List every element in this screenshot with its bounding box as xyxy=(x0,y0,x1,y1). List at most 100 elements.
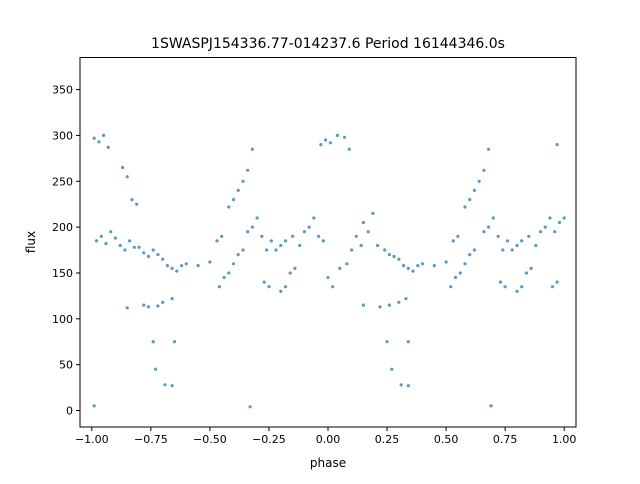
data-point xyxy=(520,285,524,289)
data-point xyxy=(184,262,188,266)
data-point xyxy=(527,234,531,238)
data-point xyxy=(222,275,226,280)
data-point xyxy=(217,285,221,289)
data-point xyxy=(120,165,125,170)
data-point xyxy=(175,269,179,273)
data-point xyxy=(118,243,122,248)
data-point xyxy=(345,262,349,266)
x-tick-label: −0.75 xyxy=(134,433,168,446)
data-point xyxy=(557,220,562,225)
data-point xyxy=(321,239,325,243)
data-point xyxy=(317,234,321,238)
data-point xyxy=(298,243,302,248)
data-point xyxy=(371,211,375,215)
data-point xyxy=(505,239,510,243)
data-point xyxy=(106,145,110,149)
data-point xyxy=(123,248,127,252)
data-point xyxy=(385,340,389,344)
y-tick-label: 200 xyxy=(52,221,73,234)
data-point xyxy=(163,383,167,387)
data-point xyxy=(227,271,231,275)
data-point xyxy=(151,340,155,344)
data-point xyxy=(491,216,495,220)
data-point xyxy=(555,143,559,147)
data-point xyxy=(451,239,455,243)
y-tick-label: 250 xyxy=(52,175,73,188)
data-point xyxy=(326,275,330,280)
data-point xyxy=(125,175,129,179)
data-point xyxy=(420,262,425,266)
data-point xyxy=(267,285,271,289)
data-point xyxy=(241,179,245,183)
data-point xyxy=(534,243,538,248)
data-point xyxy=(146,305,151,309)
data-point xyxy=(529,266,533,270)
data-point xyxy=(99,234,103,238)
data-point xyxy=(406,384,410,388)
data-point xyxy=(347,147,351,151)
data-point xyxy=(397,300,401,304)
data-point xyxy=(472,248,476,252)
data-point xyxy=(142,251,146,255)
data-point xyxy=(378,305,382,309)
data-point xyxy=(463,205,467,209)
data-point xyxy=(92,136,96,140)
data-point xyxy=(104,242,108,246)
data-point xyxy=(208,260,212,264)
data-point xyxy=(156,253,160,257)
data-point xyxy=(236,188,240,192)
data-point xyxy=(468,198,472,202)
data-point xyxy=(170,384,174,388)
data-point xyxy=(496,234,500,238)
data-point xyxy=(416,264,420,268)
data-point xyxy=(161,300,165,304)
data-point xyxy=(458,271,462,275)
data-point xyxy=(113,236,117,240)
x-tick-label: −0.50 xyxy=(193,433,227,446)
data-point xyxy=(125,306,129,310)
data-point xyxy=(236,253,240,257)
data-point xyxy=(376,243,380,248)
data-point xyxy=(250,147,254,151)
data-point xyxy=(227,205,231,209)
data-point xyxy=(477,179,481,183)
data-point xyxy=(269,239,273,243)
data-point xyxy=(449,285,453,289)
data-point xyxy=(350,248,354,252)
data-point xyxy=(548,216,552,220)
x-tick-label: 0.75 xyxy=(493,433,518,446)
data-point xyxy=(220,234,224,238)
data-point xyxy=(453,275,458,280)
data-point xyxy=(288,271,292,275)
x-tick-label: −1.00 xyxy=(75,433,109,446)
x-tick-label: 0.00 xyxy=(316,433,341,446)
data-point xyxy=(215,239,219,243)
data-point xyxy=(283,239,288,243)
plot-area-frame xyxy=(79,57,577,428)
data-point xyxy=(342,135,347,139)
data-point xyxy=(335,133,339,137)
data-point xyxy=(97,140,101,144)
data-point xyxy=(392,254,396,259)
data-point xyxy=(553,230,557,234)
data-point xyxy=(172,340,177,344)
y-tick-label: 0 xyxy=(66,404,73,417)
data-point xyxy=(94,239,99,243)
data-point xyxy=(291,234,295,238)
data-point xyxy=(92,404,96,408)
data-point xyxy=(307,225,311,229)
data-point xyxy=(432,264,436,268)
data-point xyxy=(170,297,174,301)
data-point xyxy=(524,271,529,275)
y-axis-label: flux xyxy=(24,231,38,253)
data-point xyxy=(402,264,406,268)
data-point xyxy=(487,225,491,229)
data-point xyxy=(510,248,514,252)
data-point xyxy=(312,216,316,220)
data-point xyxy=(390,367,394,371)
data-point xyxy=(151,248,155,252)
data-point xyxy=(406,266,410,270)
data-point xyxy=(387,303,391,307)
data-point xyxy=(361,303,365,307)
